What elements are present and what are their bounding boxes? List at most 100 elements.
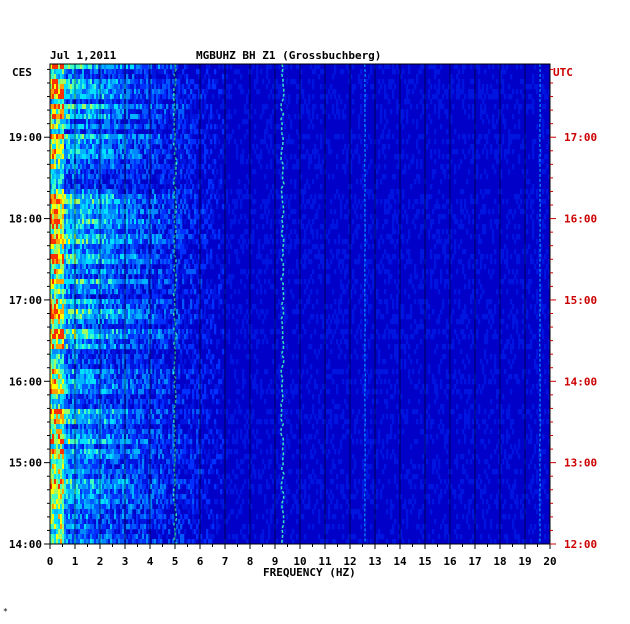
- spectrogram-cell: [416, 74, 419, 80]
- spectrogram-cell: [116, 109, 119, 115]
- spectrogram-cell: [104, 94, 107, 100]
- spectrogram-cell: [122, 209, 125, 215]
- spectrogram-cell: [104, 249, 107, 255]
- spectrogram-cell: [72, 179, 75, 185]
- spectrogram-cell: [186, 179, 189, 185]
- spectrogram-cell: [326, 264, 329, 270]
- spectrogram-cell: [176, 104, 179, 110]
- spectrogram-cell: [138, 69, 141, 75]
- spectrogram-cell: [210, 109, 213, 115]
- spectrogram-cell: [90, 274, 93, 280]
- spectrogram-cell: [182, 89, 185, 95]
- spectrogram-cell: [126, 154, 129, 160]
- spectrogram-cell: [136, 139, 139, 145]
- spectrogram-cell: [90, 239, 93, 245]
- spectrogram-cell: [60, 284, 63, 290]
- spectrogram-cell: [68, 239, 71, 245]
- spectrogram-cell: [146, 94, 149, 100]
- spectrogram-cell: [120, 104, 123, 110]
- spectrogram-cell: [248, 194, 251, 200]
- spectrogram-cell: [420, 259, 423, 265]
- spectrogram-cell: [134, 139, 137, 145]
- spectrogram-cell: [142, 194, 145, 200]
- spectrogram-cell: [178, 209, 181, 215]
- spectrogram-cell: [380, 84, 383, 90]
- spectrogram-cell: [126, 229, 129, 235]
- spectrogram-cell: [278, 84, 281, 90]
- spectrogram-cell: [50, 219, 53, 225]
- spectrogram-cell: [98, 169, 101, 175]
- spectrogram-cell: [112, 249, 115, 255]
- spectrogram-cell: [416, 164, 419, 170]
- spectrogram-cell: [56, 124, 59, 130]
- spectrogram-cell: [198, 89, 201, 95]
- spectrogram-cell: [206, 199, 209, 205]
- spectrogram-cell: [142, 209, 145, 215]
- spectrogram-cell: [148, 94, 151, 100]
- spectrogram-cell: [496, 149, 499, 155]
- spectrogram-cell: [138, 234, 141, 240]
- spectrogram-cell: [500, 249, 503, 255]
- spectrogram-cell: [70, 159, 73, 165]
- spectrogram-cell: [102, 184, 105, 190]
- spectrogram-cell: [188, 124, 191, 130]
- spectrogram-cell: [126, 279, 129, 285]
- spectrogram-cell: [150, 239, 153, 245]
- spectrogram-cell: [438, 189, 441, 195]
- spectrogram-cell: [358, 199, 361, 205]
- spectrogram-cell: [108, 104, 111, 110]
- spectrogram-cell: [184, 184, 187, 190]
- spectrogram-cell: [436, 229, 439, 235]
- spectrogram-cell: [156, 104, 159, 110]
- spectrogram-cell: [378, 239, 381, 245]
- spectrogram-cell: [80, 199, 83, 205]
- spectrogram-cell: [94, 269, 97, 275]
- spectrogram-cell: [50, 74, 53, 80]
- spectrogram-cell: [212, 229, 215, 235]
- spectrogram-cell: [86, 134, 89, 140]
- spectrogram-cell: [64, 194, 67, 200]
- spectrogram-cell: [52, 64, 55, 70]
- spectrogram-cell: [102, 114, 105, 120]
- spectrogram-cell: [154, 129, 157, 135]
- spectrogram-cell: [148, 159, 151, 165]
- spectrogram-cell: [186, 259, 189, 265]
- spectrogram-cell: [456, 74, 459, 80]
- spectrogram-cell: [64, 289, 67, 295]
- spectrogram-cell: [194, 219, 197, 225]
- spectrogram-cell: [542, 119, 545, 125]
- spectrogram-cell: [390, 79, 393, 85]
- spectrogram-cell: [54, 229, 57, 235]
- spectrogram-cell: [86, 214, 89, 220]
- spectrogram-cell: [52, 239, 55, 245]
- spectrogram-cell: [226, 84, 229, 90]
- spectrogram-cell: [134, 149, 137, 155]
- spectrogram-cell: [78, 124, 81, 130]
- spectrogram-cell: [94, 84, 97, 90]
- spectrogram-cell: [146, 119, 149, 125]
- spectrogram-cell: [120, 264, 123, 270]
- spectrogram-cell: [480, 189, 483, 195]
- spectrogram-cell: [178, 114, 181, 120]
- spectrogram-cell: [164, 114, 167, 120]
- spectrogram-cell: [376, 224, 379, 230]
- spectrogram-cell: [170, 94, 173, 100]
- spectrogram-cell: [90, 74, 93, 80]
- spectrogram-cell: [170, 279, 173, 285]
- spectrogram-cell: [330, 259, 333, 265]
- spectrogram-cell: [132, 159, 135, 165]
- spectrogram-cell: [206, 149, 209, 155]
- spectrogram-cell: [182, 234, 185, 240]
- spectrogram-cell: [54, 84, 57, 90]
- spectrogram-cell: [104, 84, 107, 90]
- spectrogram-cell: [420, 229, 423, 235]
- spectrogram-cell: [104, 159, 107, 165]
- spectrogram-cell: [416, 274, 419, 280]
- spectrogram-cell: [186, 229, 189, 235]
- spectrogram-cell: [318, 164, 321, 170]
- spectrogram-cell: [68, 229, 71, 235]
- spectrogram-cell: [50, 259, 53, 265]
- spectrogram-cell: [50, 289, 53, 295]
- spectrogram-cell: [402, 124, 405, 130]
- spectrogram-cell: [108, 159, 111, 165]
